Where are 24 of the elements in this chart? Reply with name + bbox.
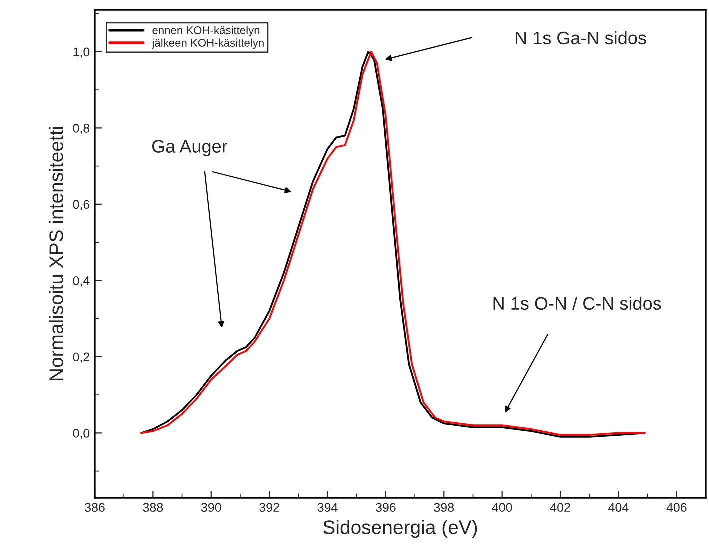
- x-tick-label: 406: [666, 503, 687, 512]
- annotation: N 1s O-N / C-N sidos: [494, 296, 662, 310]
- y-tick-label: 0,6: [73, 200, 90, 211]
- x-tick-label: 396: [376, 503, 396, 512]
- x-tick-label: 388: [143, 503, 164, 512]
- y-tick-label: 0,4: [73, 276, 90, 287]
- legend-label: ennen KOH-käsittelyn: [152, 26, 260, 37]
- y-tick-label: 0,8: [73, 124, 90, 134]
- x-tick-label: 390: [201, 503, 222, 512]
- x-tick-label: 392: [260, 503, 280, 512]
- x-tick-label: 404: [608, 503, 629, 512]
- y-tick-label: 1,0: [74, 48, 90, 58]
- annotation: N 1s Ga-N sidos: [516, 31, 646, 45]
- x-axis-title: Sidosenergia (eV): [324, 520, 478, 538]
- x-tick-label: 402: [550, 503, 570, 512]
- y-tick-label: 0,0: [73, 428, 90, 440]
- x-tick-label: 398: [434, 503, 454, 512]
- annotation: Ga Auger: [152, 140, 228, 157]
- y-axis-title: Normalisoitu XPS intensiteetti: [49, 127, 64, 380]
- x-tick-label: 386: [85, 503, 105, 512]
- y-tick-label: 0,2: [73, 352, 90, 364]
- legend-label: jälkeen KOH-käsittelyn: [152, 38, 264, 50]
- x-tick-label: 400: [492, 503, 512, 512]
- x-tick-label: 394: [318, 503, 338, 512]
